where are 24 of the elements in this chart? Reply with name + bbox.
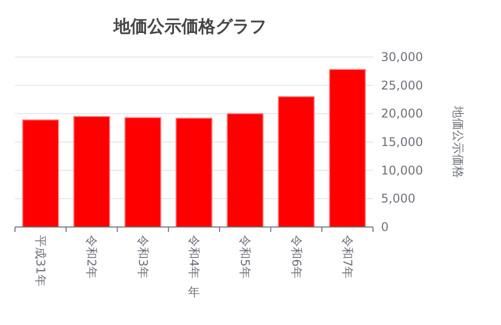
x-tick-label: 令和7年 bbox=[340, 235, 354, 279]
bar bbox=[73, 116, 110, 228]
x-tick-label: 令和4年 bbox=[187, 235, 201, 279]
x-tick-label: 令和6年 bbox=[289, 235, 304, 279]
bar bbox=[176, 118, 212, 228]
bar bbox=[329, 68, 366, 228]
bar bbox=[124, 117, 162, 228]
y-tick-label: 25,000 bbox=[381, 78, 423, 92]
y-tick-label: 10,000 bbox=[381, 163, 423, 178]
bar bbox=[226, 113, 264, 228]
x-tick-label: 令和3年 bbox=[136, 235, 150, 279]
bar bbox=[22, 119, 59, 228]
chart-title: 地価公示価格グラフ bbox=[112, 17, 266, 37]
y-tick-label: 20,000 bbox=[381, 106, 423, 121]
x-tick-label: 令和5年 bbox=[238, 235, 252, 279]
x-axis-title: 年 bbox=[188, 285, 200, 299]
x-tick-label: 平成31年 bbox=[34, 235, 48, 286]
x-tick-label: 令和2年 bbox=[84, 235, 99, 279]
y-tick-label: 15,000 bbox=[381, 135, 423, 149]
y-tick-label: 5,000 bbox=[381, 192, 416, 206]
y-tick-label: 0 bbox=[381, 220, 389, 234]
y-tick-label: 30,000 bbox=[381, 50, 423, 64]
y-axis-title: 地価公示価格 bbox=[451, 105, 465, 178]
bar bbox=[278, 96, 315, 228]
